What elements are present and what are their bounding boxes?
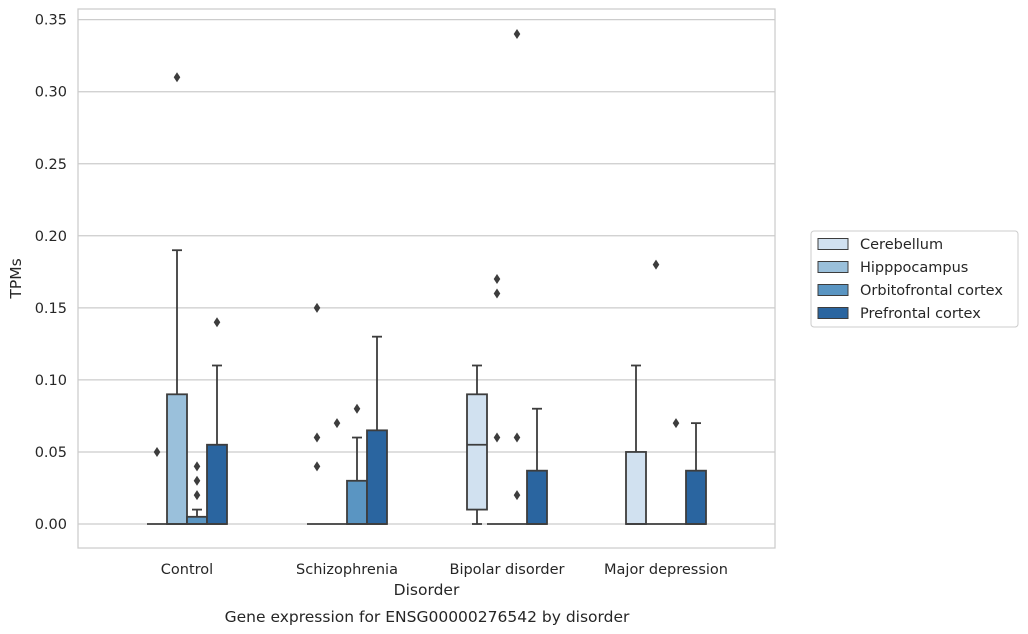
y-tick-label: 0.20 — [35, 229, 67, 245]
box-cerebellum — [307, 302, 327, 525]
outlier-point — [672, 418, 680, 429]
box-cerebellum — [147, 446, 167, 525]
y-tick-label: 0.25 — [35, 157, 67, 173]
legend-swatch — [817, 238, 849, 250]
chart-caption: Gene expression for ENSG00000276542 by d… — [225, 608, 630, 626]
box-hipppocampus — [487, 274, 507, 525]
outlier-point — [513, 490, 521, 501]
y-tick-label: 0.35 — [35, 13, 67, 29]
y-gridlines — [78, 19, 775, 525]
box-body — [526, 469, 548, 525]
box-body — [466, 393, 488, 511]
box-hipppocampus — [166, 72, 188, 525]
box-body — [206, 443, 228, 525]
box-body — [625, 451, 647, 525]
box-prefrontal-cortex — [685, 422, 707, 525]
legend-swatch — [817, 284, 849, 296]
plot-area — [147, 29, 707, 525]
outlier-point — [313, 461, 321, 472]
outlier-point — [333, 418, 341, 429]
outlier-point — [173, 72, 181, 83]
plot-frame — [77, 8, 776, 549]
outlier-point — [493, 274, 501, 285]
y-tick-label: 0.10 — [35, 373, 67, 389]
legend-label: Prefrontal cortex — [860, 306, 981, 322]
outlier-point — [353, 403, 361, 414]
box-orbitofrontal-cortex — [666, 418, 686, 525]
y-tick-label: 0.15 — [35, 301, 67, 317]
y-tick-label: 0.00 — [35, 517, 67, 533]
box-prefrontal-cortex — [366, 335, 388, 525]
legend-label: Hipppocampus — [860, 260, 968, 276]
legend-swatch — [817, 261, 849, 273]
x-axis-label: Disorder — [394, 581, 460, 599]
box-cerebellum — [466, 364, 488, 525]
box-body — [346, 479, 368, 525]
outlier-point — [493, 432, 501, 443]
box-orbitofrontal-cortex — [346, 403, 368, 525]
box-prefrontal-cortex — [206, 317, 228, 525]
outlier-point — [193, 461, 201, 472]
legend-label: Cerebellum — [860, 237, 943, 253]
outlier-point — [313, 432, 321, 443]
outlier-point — [513, 29, 521, 40]
box-body — [186, 515, 208, 525]
legend-label: Orbitofrontal cortex — [860, 283, 1003, 299]
legend-swatch — [817, 307, 849, 319]
x-tick-label: Schizophrenia — [296, 562, 398, 578]
outlier-point — [193, 490, 201, 501]
x-tick-label: Control — [161, 562, 213, 578]
y-tick-label: 0.30 — [35, 85, 67, 101]
legend: Cerebellum Hipppocampus Orbitofrontal cort… — [810, 230, 1019, 328]
x-axis-ticks: Control Schizophrenia Bipolar disorder Majo… — [161, 562, 728, 578]
x-tick-label: Major depression — [604, 562, 728, 578]
outlier-point — [493, 288, 501, 299]
box-body — [166, 393, 188, 525]
outlier-point — [313, 302, 321, 313]
outlier-point — [153, 446, 161, 457]
box-body — [366, 429, 388, 525]
outlier-point — [652, 259, 660, 270]
box-hipppocampus — [327, 418, 347, 525]
outlier-point — [193, 475, 201, 486]
x-tick-label: Bipolar disorder — [450, 562, 565, 578]
outlier-point — [513, 432, 521, 443]
legend-frame — [810, 230, 1019, 328]
box-body — [685, 469, 707, 525]
box-prefrontal-cortex — [526, 407, 548, 525]
outlier-point — [213, 317, 221, 328]
y-axis-ticks: 0.00 0.05 0.10 0.15 0.20 0.25 0.30 0.35 — [35, 13, 67, 533]
y-tick-label: 0.05 — [35, 445, 67, 461]
box-hipppocampus — [646, 259, 666, 525]
y-axis-label: TPMs — [7, 258, 25, 299]
box-orbitofrontal-cortex — [507, 29, 527, 525]
box-cerebellum — [625, 364, 647, 525]
box-orbitofrontal-cortex — [186, 461, 208, 525]
